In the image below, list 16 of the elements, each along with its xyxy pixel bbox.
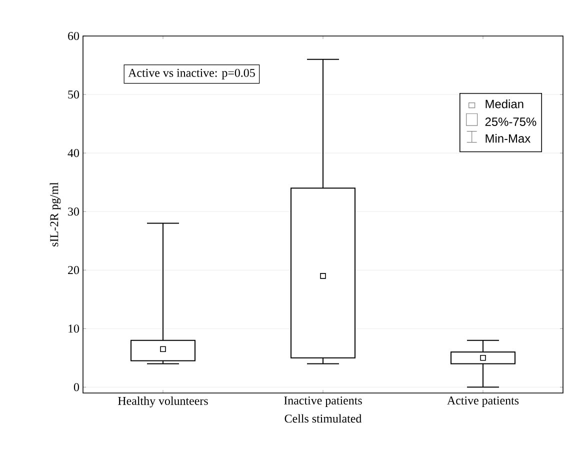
y-tick-label: 60 bbox=[68, 32, 80, 40]
x-tick-label: Active patients bbox=[447, 396, 519, 407]
x-tick-label: Healthy volunteers bbox=[118, 396, 208, 408]
y-tick-label: 50 bbox=[68, 90, 80, 99]
annotation: 25%-75% bbox=[485, 118, 536, 126]
y-tick-label: 40 bbox=[68, 149, 80, 158]
annotation: Median bbox=[486, 99, 524, 108]
x-tick-label: Inactive patients bbox=[284, 396, 362, 407]
y-tick-label: 30 bbox=[68, 208, 80, 216]
x-axis-title: Cells stimulated bbox=[284, 414, 362, 423]
annotation: Min-Max bbox=[486, 134, 530, 143]
annotation: Active vs inactive: p=0.05 bbox=[128, 68, 255, 80]
y-axis-title: sIL-2R pg/ml bbox=[50, 182, 61, 246]
y-tick-label: 0 bbox=[74, 383, 80, 392]
y-tick-label: 20 bbox=[68, 266, 80, 274]
y-tick-label: 10 bbox=[68, 324, 80, 333]
